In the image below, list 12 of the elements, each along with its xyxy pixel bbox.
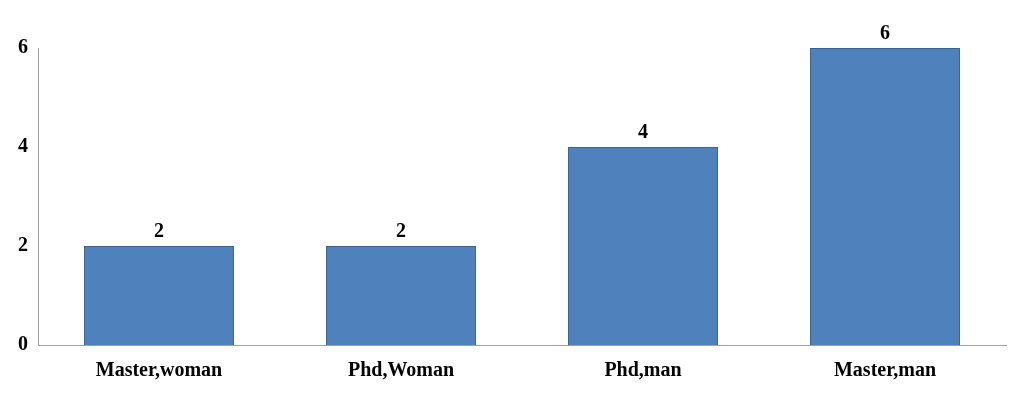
y-tick-label: 0 <box>18 332 28 355</box>
data-label: 2 <box>396 219 406 242</box>
data-label: 2 <box>154 219 164 242</box>
y-tick-label: 2 <box>18 233 28 256</box>
x-tick-label: Phd,man <box>604 358 682 381</box>
x-tick-label: Master,man <box>833 358 937 381</box>
y-tick-label: 6 <box>18 35 28 58</box>
data-label: 6 <box>880 21 890 44</box>
x-tick-label: Phd,Woman <box>347 358 455 381</box>
x-tick-label: Master,woman <box>95 358 223 381</box>
y-tick-label: 4 <box>18 134 28 157</box>
data-label: 4 <box>638 120 648 143</box>
